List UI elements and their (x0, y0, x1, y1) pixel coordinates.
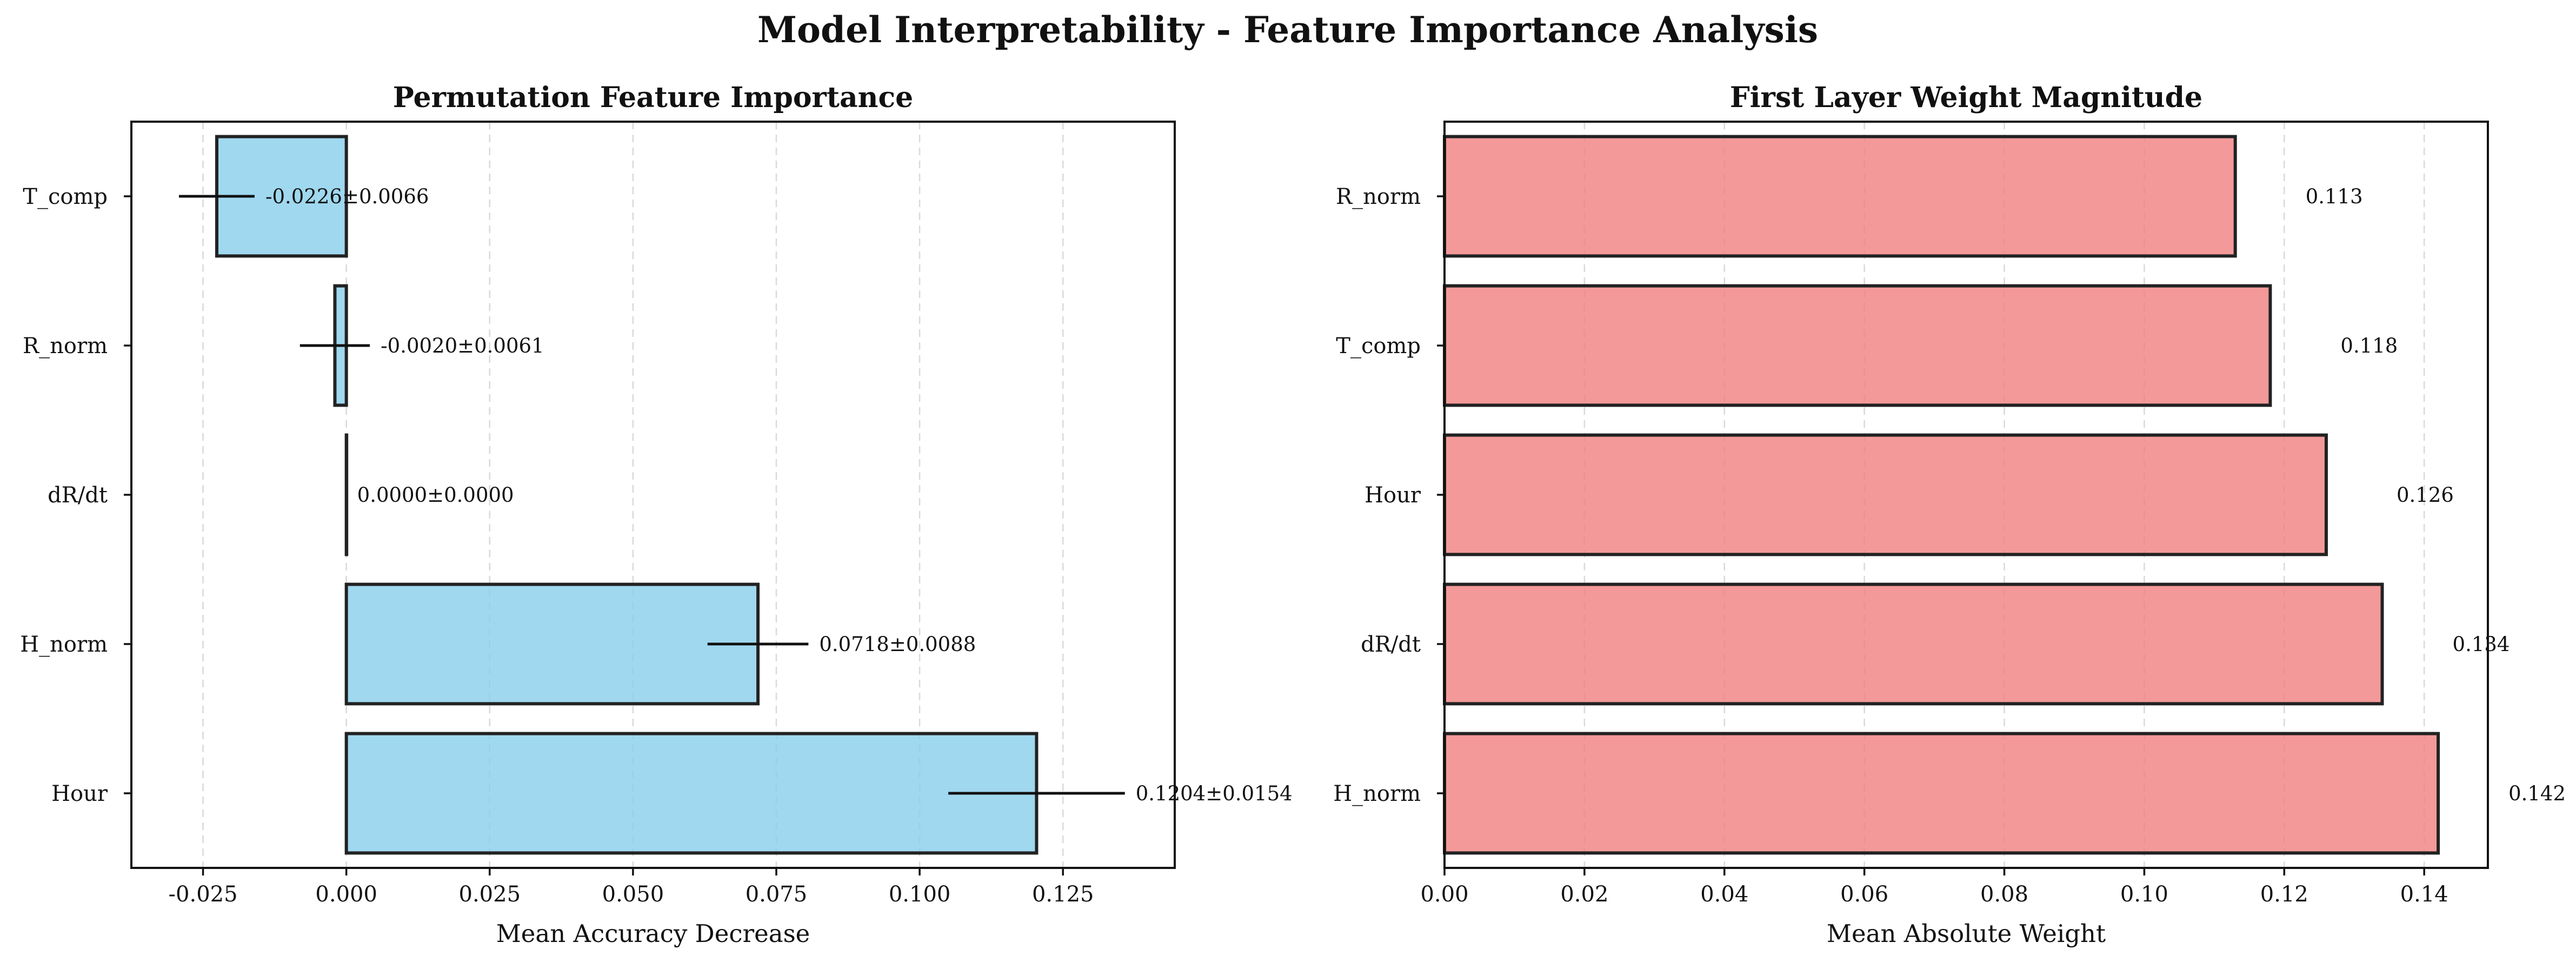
perm-value-label: -0.0226±0.0066 (265, 185, 429, 208)
perm-category-label: dR/dt (48, 483, 108, 508)
weight-value-label: 0.118 (2340, 334, 2398, 357)
weight-bar (1443, 582, 2384, 706)
perm-category-label: H_norm (20, 632, 108, 657)
perm-bar (344, 732, 1039, 855)
weight-value-label: 0.134 (2453, 633, 2510, 656)
weight-x-tick-label: 0.12 (2260, 882, 2308, 907)
weight-bar (1443, 135, 2237, 258)
weight-category-label: T_comp (1336, 334, 1421, 359)
perm-category-label: R_norm (23, 334, 108, 359)
weight-category-label: dR/dt (1361, 632, 1421, 657)
perm-x-tick-label: -0.025 (169, 882, 238, 907)
weight-category-label: R_norm (1336, 184, 1421, 209)
weight-x-tick-label: 0.06 (1840, 882, 1888, 907)
weight-x-tick-label: 0.04 (1700, 882, 1748, 907)
perm-x-tick-label: 0.025 (459, 882, 521, 907)
weight-value-label: 0.126 (2397, 483, 2454, 507)
perm-value-label: 0.1204±0.0154 (1136, 782, 1293, 805)
perm-x-tick-label: 0.050 (602, 882, 664, 907)
figure-suptitle: Model Interpretability - Feature Importa… (757, 9, 1818, 51)
perm-x-axis-label: Mean Accuracy Decrease (496, 919, 810, 948)
perm-bar (344, 582, 760, 706)
weight-x-tick-label: 0.00 (1420, 882, 1468, 907)
weight-x-axis-label: Mean Absolute Weight (1827, 919, 2106, 948)
weight-chart-title: First Layer Weight Magnitude (1730, 81, 2202, 114)
weight-x-tick-label: 0.02 (1560, 882, 1608, 907)
weight-category-label: Hour (1364, 483, 1421, 508)
perm-value-label: -0.0020±0.0061 (381, 334, 544, 357)
perm-value-label: 0.0000±0.0000 (357, 483, 514, 507)
perm-x-tick-label: 0.100 (889, 882, 951, 907)
weight-bar (1443, 284, 2272, 407)
perm-category-label: Hour (51, 781, 108, 806)
weight-category-label: H_norm (1333, 781, 1421, 806)
perm-x-tick-label: 0.125 (1032, 882, 1094, 907)
weight-value-label: 0.142 (2508, 782, 2566, 805)
weight-magnitude-chart: 0.113 R_norm 0.118 T_comp 0.126 Hour 0.134 dR/d… (1333, 81, 2566, 948)
weight-axes-frame (1443, 121, 2489, 869)
perm-chart-title: Permutation Feature Importance (393, 81, 913, 114)
weight-value-label: 0.113 (2306, 185, 2363, 208)
weight-x-tick-label: 0.10 (2120, 882, 2168, 907)
perm-axes-frame (130, 121, 1176, 869)
perm-category-label: T_comp (23, 184, 108, 209)
perm-value-label: 0.0718±0.0088 (819, 633, 976, 656)
weight-bar (1443, 732, 2440, 855)
weight-x-tick-label: 0.08 (1980, 882, 2028, 907)
weight-bar (1443, 433, 2328, 556)
perm-x-tick-label: 0.075 (745, 882, 808, 907)
weight-x-tick-label: 0.14 (2400, 882, 2448, 907)
permutation-importance-chart: -0.0226±0.0066 T_comp -0.0020±0.0061 R_norm… (20, 81, 1292, 948)
perm-x-tick-label: 0.000 (315, 882, 377, 907)
